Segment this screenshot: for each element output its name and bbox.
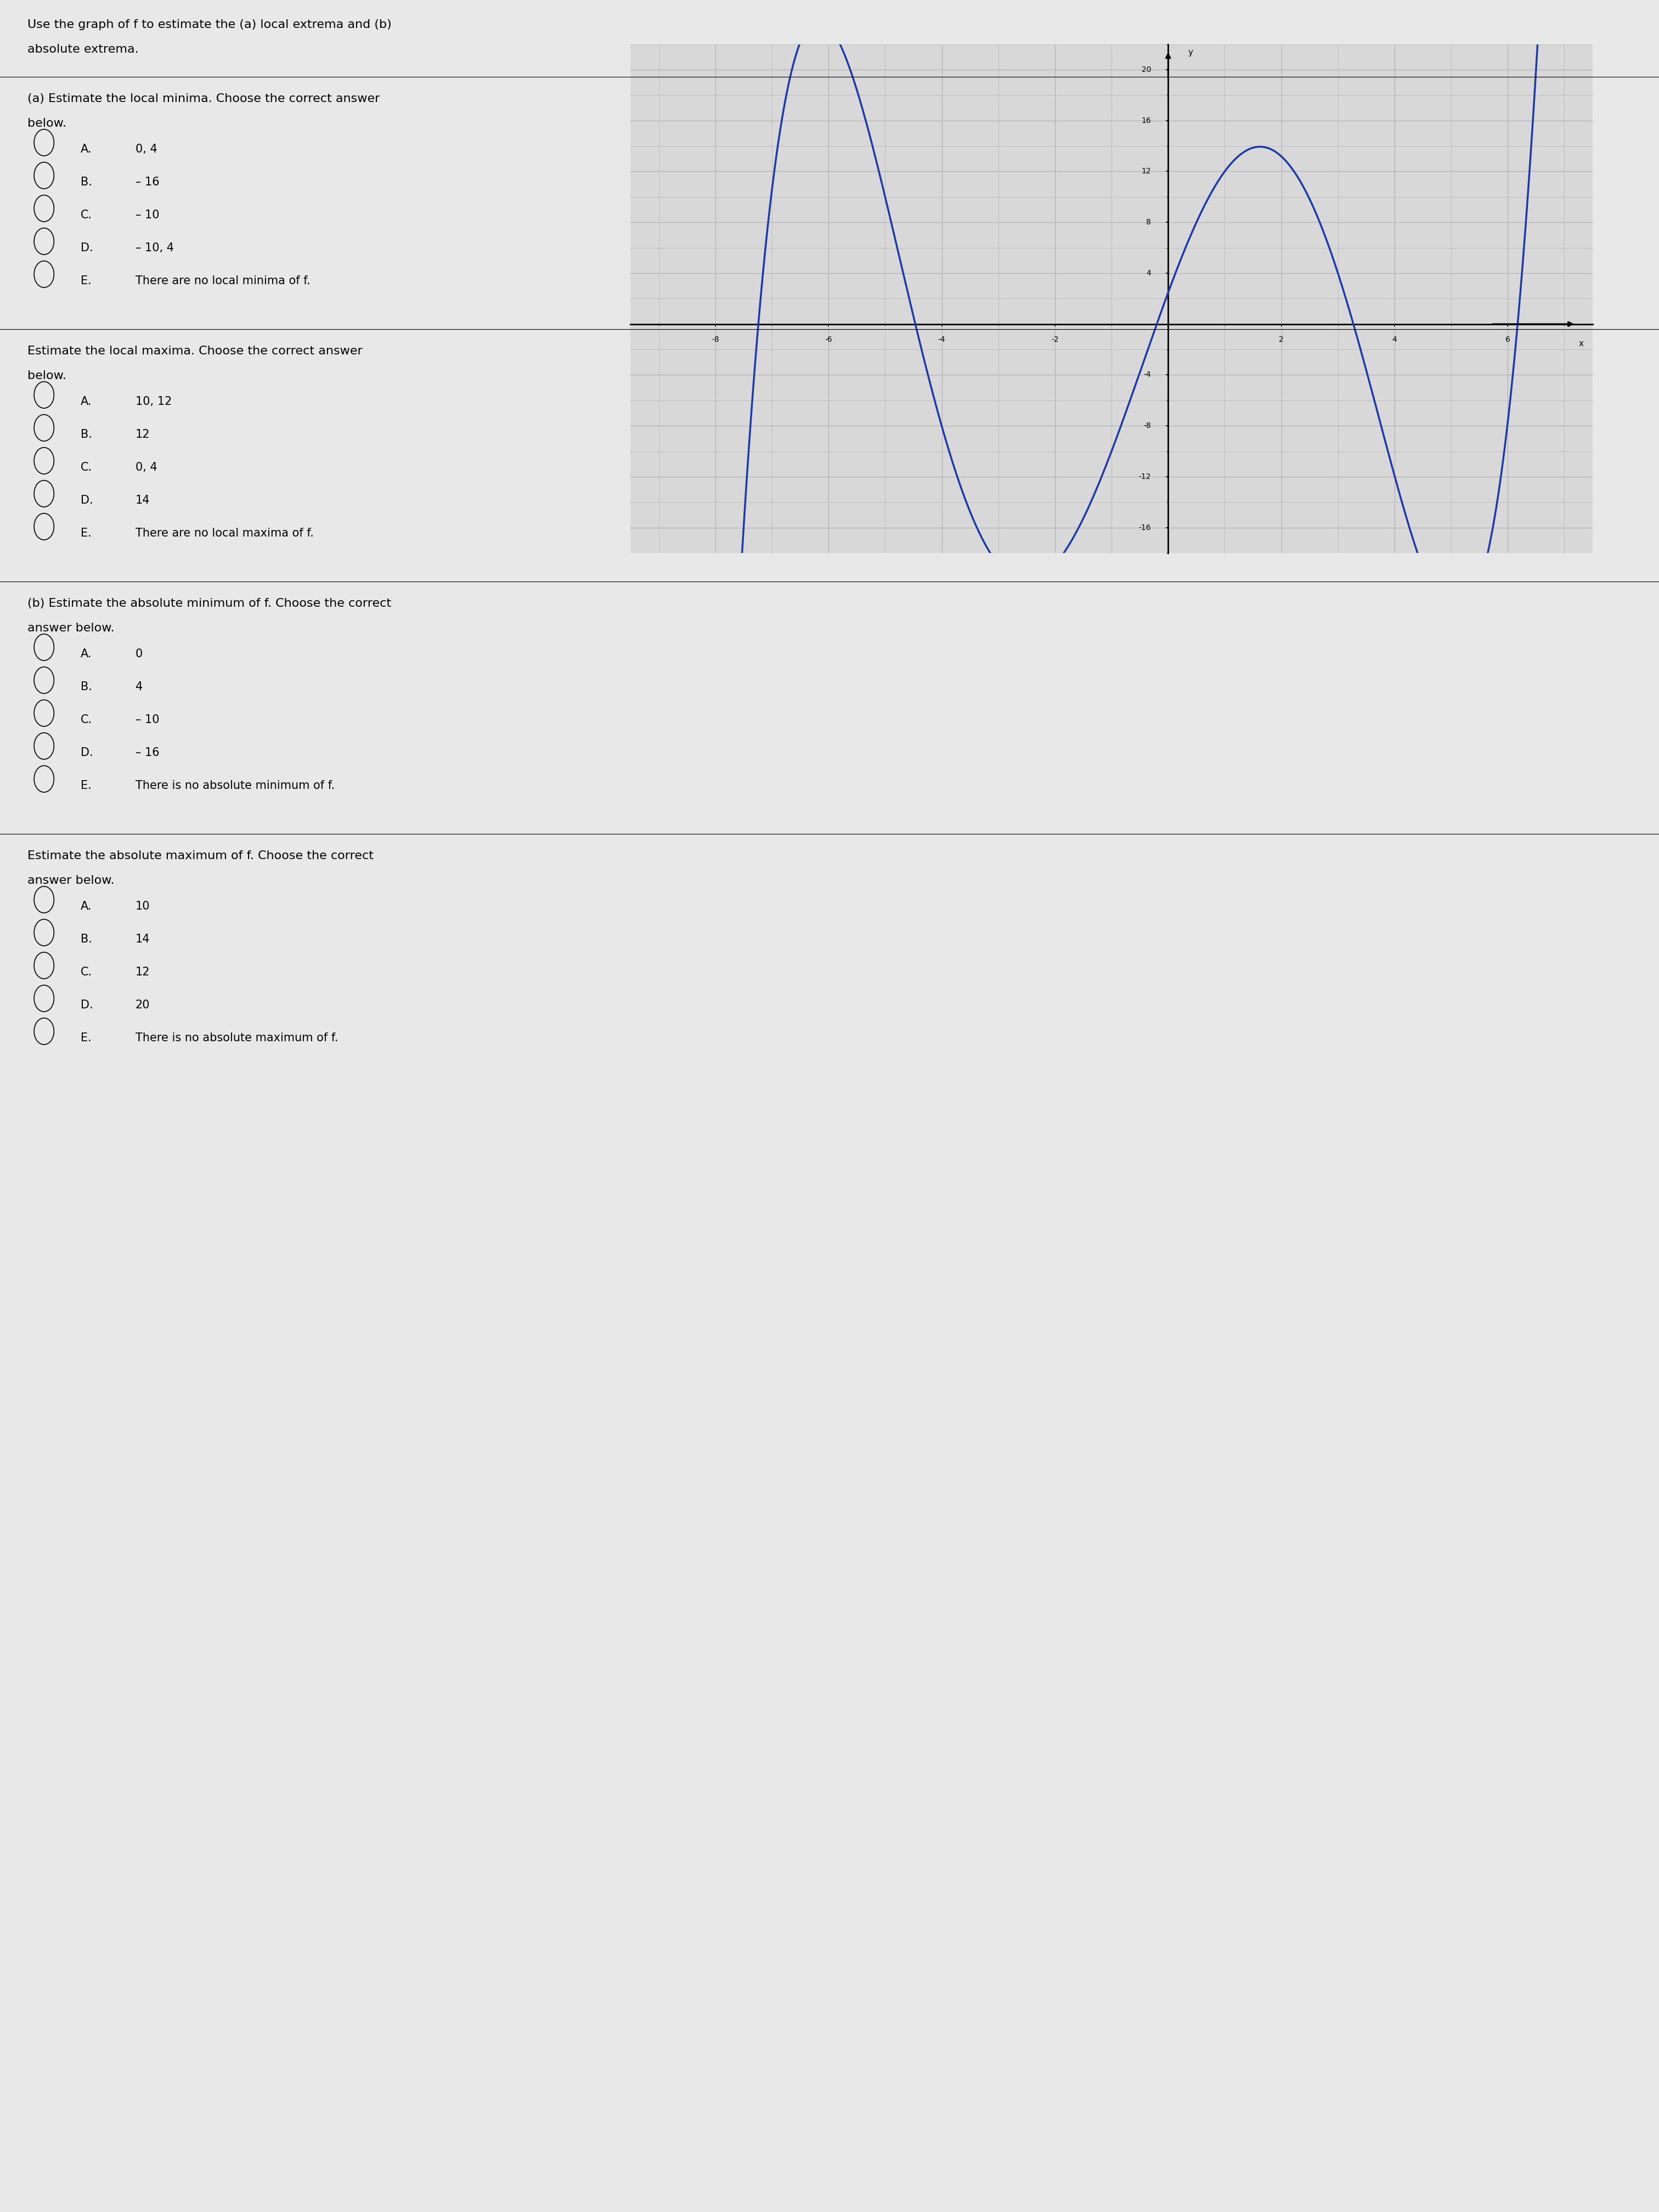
Text: E.: E. [81, 1033, 91, 1044]
Text: D.: D. [81, 495, 93, 507]
Text: 12: 12 [136, 429, 149, 440]
Text: -6: -6 [825, 336, 833, 343]
Text: 12: 12 [1141, 168, 1151, 175]
Text: There is no absolute minimum of f.: There is no absolute minimum of f. [136, 781, 335, 792]
Text: Estimate the local maxima. Choose the correct answer: Estimate the local maxima. Choose the co… [28, 345, 363, 356]
Text: There is no absolute maximum of f.: There is no absolute maximum of f. [136, 1033, 338, 1044]
Text: 20: 20 [1141, 66, 1151, 73]
Text: 0, 4: 0, 4 [136, 144, 158, 155]
Text: 6: 6 [1505, 336, 1510, 343]
Text: – 10: – 10 [136, 714, 159, 726]
Text: C.: C. [81, 714, 93, 726]
Text: B.: B. [81, 177, 91, 188]
Text: -4: -4 [1143, 372, 1151, 378]
Text: answer below.: answer below. [28, 876, 114, 887]
Text: D.: D. [81, 243, 93, 254]
Text: 4: 4 [136, 681, 143, 692]
Text: absolute extrema.: absolute extrema. [28, 44, 139, 55]
Text: 10: 10 [136, 900, 149, 911]
Text: E.: E. [81, 781, 91, 792]
Text: 14: 14 [136, 495, 149, 507]
Text: answer below.: answer below. [28, 622, 114, 633]
Text: 16: 16 [1141, 117, 1151, 124]
Text: -8: -8 [712, 336, 718, 343]
Text: A.: A. [81, 396, 91, 407]
Text: C.: C. [81, 967, 93, 978]
Text: below.: below. [28, 369, 66, 380]
Text: There are no local maxima of f.: There are no local maxima of f. [136, 529, 314, 540]
Text: A.: A. [81, 648, 91, 659]
Text: -2: -2 [1052, 336, 1058, 343]
Text: D.: D. [81, 748, 93, 759]
Text: 14: 14 [136, 933, 149, 945]
Text: A.: A. [81, 900, 91, 911]
Text: C.: C. [81, 210, 93, 221]
Text: 2: 2 [1279, 336, 1284, 343]
Text: 4: 4 [1146, 270, 1151, 276]
Text: E.: E. [81, 274, 91, 285]
Text: B.: B. [81, 429, 91, 440]
Text: C.: C. [81, 462, 93, 473]
Text: 4: 4 [1392, 336, 1397, 343]
Text: – 10: – 10 [136, 210, 159, 221]
Text: -16: -16 [1138, 524, 1151, 531]
Text: D.: D. [81, 1000, 93, 1011]
Text: 0, 4: 0, 4 [136, 462, 158, 473]
Text: A.: A. [81, 144, 91, 155]
Text: (a) Estimate the local minima. Choose the correct answer: (a) Estimate the local minima. Choose th… [28, 93, 380, 104]
Text: x: x [1579, 338, 1584, 347]
Text: There are no local minima of f.: There are no local minima of f. [136, 274, 310, 285]
Text: – 16: – 16 [136, 177, 159, 188]
Text: (b) Estimate the absolute minimum of f. Choose the correct: (b) Estimate the absolute minimum of f. … [28, 597, 392, 608]
Text: B.: B. [81, 933, 91, 945]
Text: y: y [1188, 49, 1193, 55]
Text: 10, 12: 10, 12 [136, 396, 171, 407]
Text: -4: -4 [937, 336, 946, 343]
Text: below.: below. [28, 117, 66, 128]
Text: E.: E. [81, 529, 91, 540]
Text: 0: 0 [136, 648, 143, 659]
Text: -12: -12 [1138, 473, 1151, 480]
Text: – 16: – 16 [136, 748, 159, 759]
Text: 20: 20 [136, 1000, 149, 1011]
Text: B.: B. [81, 681, 91, 692]
Text: – 10, 4: – 10, 4 [136, 243, 174, 254]
Text: -8: -8 [1143, 422, 1151, 429]
Text: 8: 8 [1146, 219, 1151, 226]
Text: Estimate the absolute maximum of f. Choose the correct: Estimate the absolute maximum of f. Choo… [28, 849, 373, 860]
Text: 12: 12 [136, 967, 149, 978]
Text: Use the graph of f to estimate the (a) local extrema and (b): Use the graph of f to estimate the (a) l… [28, 20, 392, 31]
